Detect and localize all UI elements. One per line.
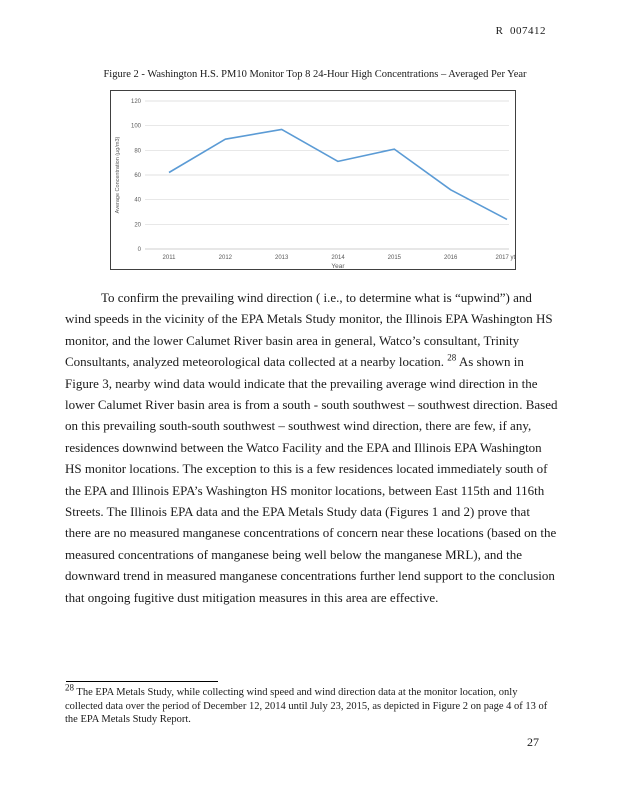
- svg-text:2012: 2012: [219, 255, 233, 261]
- svg-text:80: 80: [134, 148, 141, 154]
- svg-text:0: 0: [138, 247, 142, 253]
- chart-canvas: 0 20 40 60 80 100 120 2011 2012 2013 2014 2015 2016 2…: [115, 99, 515, 269]
- footnote: 28 The EPA Metals Study, while collectin…: [65, 682, 557, 727]
- svg-text:120: 120: [131, 99, 142, 105]
- svg-text:100: 100: [131, 124, 142, 130]
- svg-text:2014: 2014: [331, 255, 345, 261]
- svg-text:60: 60: [134, 173, 141, 179]
- footnote-separator-rule: [66, 681, 218, 682]
- page-number: 27: [527, 735, 539, 749]
- footnote-number: 28: [65, 682, 74, 693]
- svg-text:2015: 2015: [388, 255, 402, 261]
- body-paragraph: To confirm the prevailing wind direction…: [65, 287, 559, 608]
- svg-text:2013: 2013: [275, 255, 289, 261]
- svg-text:40: 40: [134, 198, 141, 204]
- footnote-text: The EPA Metals Study, while collecting w…: [65, 687, 548, 726]
- body-text-after-ref: As shown in Figure 3, nearby wind data w…: [65, 354, 558, 605]
- body-text-before-ref: To confirm the prevailing wind direction…: [65, 290, 553, 370]
- svg-text:2011: 2011: [163, 255, 177, 261]
- footnote-reference: 28: [447, 352, 457, 363]
- figure2-line-chart: 0 20 40 60 80 100 120 2011 2012 2013 2014 2015 2016 2…: [110, 90, 516, 270]
- svg-text:2016: 2016: [444, 255, 458, 261]
- svg-text:2017 ytd: 2017 ytd: [495, 255, 515, 261]
- svg-text:Year: Year: [331, 263, 345, 269]
- doc-stamp-number: R 007412: [495, 25, 546, 37]
- svg-text:Average Concentration (µg/m3): Average Concentration (µg/m3): [115, 136, 121, 213]
- svg-text:20: 20: [134, 222, 141, 228]
- figure-caption: Figure 2 - Washington H.S. PM10 Monitor …: [103, 69, 527, 80]
